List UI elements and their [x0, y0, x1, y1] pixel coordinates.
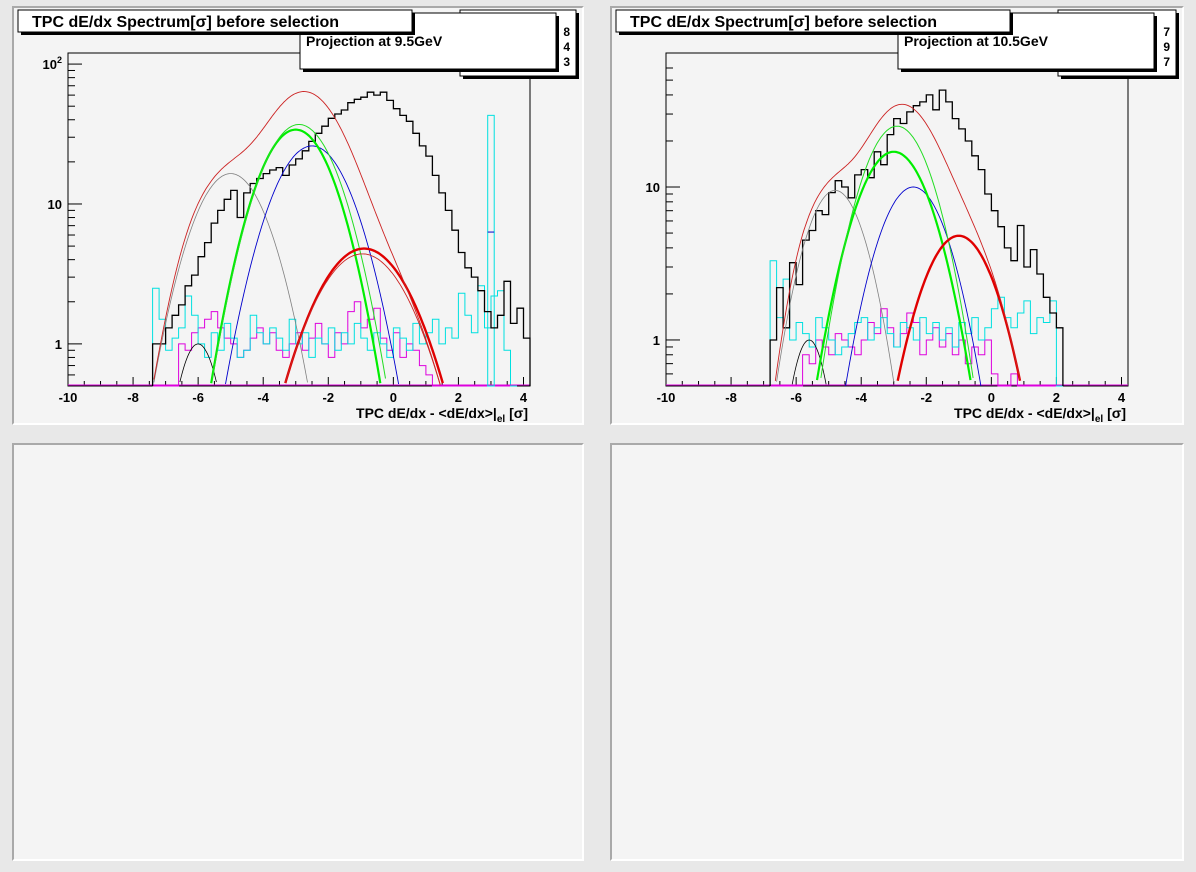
- chart-title: TPC dE/dx Spectrum[σ] before selection: [630, 14, 937, 31]
- x-axis-title: TPC dE/dx - <dE/dx>|el [σ]: [356, 405, 528, 423]
- cyan-histogram: [152, 285, 517, 387]
- x-tick-label: 0: [988, 390, 995, 405]
- data-histogram: [769, 89, 1064, 386]
- stats-box-value: 9: [1163, 40, 1170, 54]
- plot-frame: [67, 52, 531, 387]
- y-tick-label: 10: [48, 197, 62, 212]
- canvas-pad-3-empty: [12, 443, 584, 861]
- x-axis-title-subscript: el: [497, 414, 506, 423]
- stats-box-value: 7: [1163, 55, 1170, 69]
- x-tick-label: -10: [657, 390, 676, 405]
- y-tick-label: 102: [43, 55, 62, 72]
- data-histogram: [151, 91, 531, 386]
- stats-box-value: 7: [1163, 25, 1170, 39]
- x-axis-title-unit: [σ]: [505, 405, 528, 421]
- x-tick-label: -4: [257, 390, 269, 405]
- fit-curve-4: [820, 125, 974, 378]
- chart-pad-2: -10 -8 -6 -4 -2 0 2 4 1 10 TPC dE/dx - <dE/dx>|el …: [615, 9, 1179, 423]
- stats-box-value: 4: [563, 40, 570, 54]
- cyan-spike-bin: [487, 114, 495, 387]
- x-tick-label: -8: [127, 390, 139, 405]
- x-axis-title-unit: [σ]: [1103, 405, 1126, 421]
- x-axis: -10 -8 -6 -4 -2 0 2 4: [657, 377, 1126, 405]
- chart-title: TPC dE/dx Spectrum[σ] before selection: [32, 14, 339, 31]
- x-tick-label: 0: [390, 390, 397, 405]
- x-tick-label: -2: [921, 390, 933, 405]
- chart-subtitle: Projection at 10.5GeV: [904, 33, 1049, 49]
- fit-curve-5: [896, 234, 1022, 381]
- canvas-pad-4-empty: [610, 443, 1184, 861]
- magenta-histogram: [152, 301, 517, 387]
- fit-curve-6: [284, 253, 441, 386]
- x-tick-label: -10: [59, 390, 78, 405]
- x-tick-label: -4: [855, 390, 867, 405]
- stats-box-value: 8: [563, 25, 570, 39]
- x-tick-label: -6: [192, 390, 204, 405]
- chart-subtitle: Projection at 9.5GeV: [306, 33, 443, 49]
- x-axis-title: TPC dE/dx - <dE/dx>|el [σ]: [954, 405, 1126, 423]
- plot-frame: [665, 52, 1129, 387]
- x-axis: -10 -8 -6 -4 -2 0 2 4: [59, 377, 528, 405]
- fit-curve-0: [179, 343, 217, 383]
- fit-curve-4: [212, 124, 386, 379]
- y-tick-label: 10: [646, 180, 660, 195]
- fit-curve-1: [776, 189, 895, 382]
- fit-curve-2: [845, 186, 982, 386]
- y-tick-label: 1: [55, 337, 62, 352]
- x-tick-label: 4: [1118, 390, 1126, 405]
- cyan-histogram: [769, 260, 1063, 387]
- title-box: [615, 9, 1011, 33]
- y-axis: 1 10 102: [43, 55, 82, 387]
- y-tick-exponent: 2: [57, 55, 62, 65]
- fit-curve-1: [153, 173, 308, 383]
- canvas-pad-1: -10 -8 -6 -4 -2 0 2 4 1 10 102 TPC dE/dx - <dE/dx>|…: [12, 6, 584, 425]
- fit-curve-2: [225, 145, 400, 385]
- x-tick-label: -6: [790, 390, 802, 405]
- fit-curve-3: [210, 128, 382, 384]
- x-tick-label: -8: [725, 390, 737, 405]
- y-axis: 1 10: [646, 67, 680, 387]
- x-tick-label: 4: [520, 390, 528, 405]
- y-tick-label: 1: [653, 333, 660, 348]
- title-box: [17, 9, 413, 33]
- x-axis-title-subscript: el: [1095, 414, 1104, 423]
- stats-box-value: 3: [563, 55, 570, 69]
- canvas-pad-2: -10 -8 -6 -4 -2 0 2 4 1 10 TPC dE/dx - <dE/dx>|el …: [610, 6, 1184, 425]
- total-fit-curve: [774, 103, 1021, 382]
- fit-curve-5: [284, 247, 444, 384]
- x-tick-label: 2: [1053, 390, 1060, 405]
- chart-pad-1: -10 -8 -6 -4 -2 0 2 4 1 10 102 TPC dE/dx - <dE/dx>|…: [17, 9, 579, 423]
- total-fit-curve: [153, 91, 441, 385]
- x-tick-label: -2: [323, 390, 335, 405]
- x-tick-label: 2: [455, 390, 462, 405]
